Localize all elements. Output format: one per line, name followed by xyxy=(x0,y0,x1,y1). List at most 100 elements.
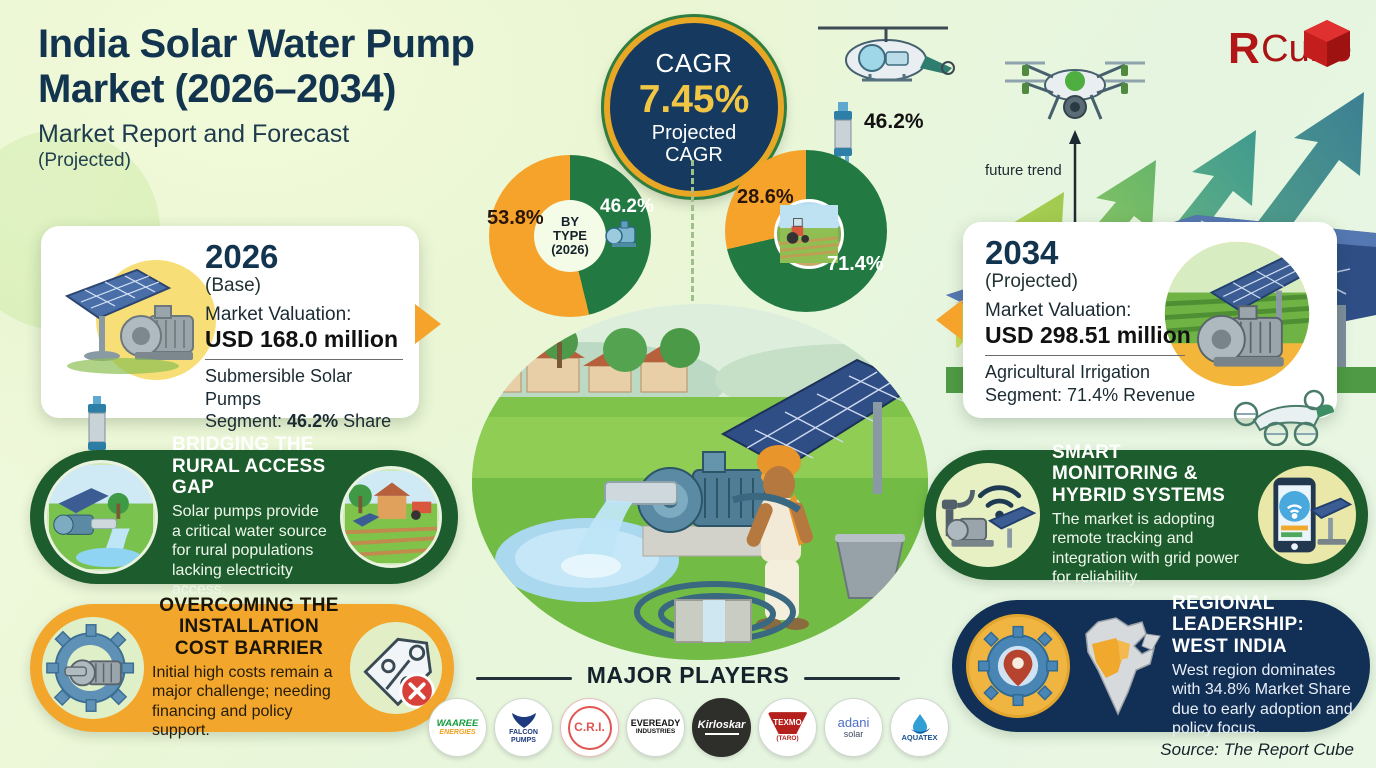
callout-cost-barrier[interactable]: OVERCOMING THE INSTALLATION COST BARRIER… xyxy=(30,595,454,739)
village-farm-icon xyxy=(340,466,442,568)
card-2026-year: 2026 xyxy=(205,238,279,275)
cagr-badge: CAGR 7.45% Projected CAGR xyxy=(604,17,784,197)
red-cube-icon xyxy=(1304,20,1350,67)
heading-rule-left xyxy=(476,677,573,681)
major-players-heading-row: MAJOR PLAYERS xyxy=(0,662,1376,689)
cagr-value: 7.45% xyxy=(638,78,750,122)
cagr-caption-1: Projected xyxy=(651,121,737,144)
logo-falcon-pumps[interactable]: FALCON PUMPS xyxy=(494,698,553,757)
callout-rural-access[interactable]: BRIDGING THE RURAL ACCESS GAP Solar pump… xyxy=(30,434,458,598)
logo-kirloskar[interactable]: Kirloskar xyxy=(692,698,751,757)
chart-divider xyxy=(691,160,694,310)
value-card-2026: 2026 (Base) Market Valuation: USD 168.0 … xyxy=(41,226,419,431)
logo-aquatex[interactable]: AQUATEX xyxy=(890,698,949,757)
drone-icon xyxy=(1005,61,1145,120)
logo-adani-solar[interactable]: adani solar xyxy=(824,698,883,757)
logo-eveready[interactable]: EVEREADY INDUSTRIES xyxy=(626,698,685,757)
page-title: India Solar Water Pump Market (2026–2034… xyxy=(38,22,475,111)
page-title-block: India Solar Water Pump Market (2026–2034… xyxy=(38,22,598,172)
india-map-icon xyxy=(1085,617,1161,716)
rural-pump-icon xyxy=(44,460,158,574)
card-2034-valuation-label: Market Valuation: xyxy=(985,299,1132,321)
card-2034-segment-line1: Agricultural Irrigation xyxy=(985,362,1151,383)
logo-texmo-line1: TEXMO xyxy=(773,717,802,727)
card-2026-valuation-label: Market Valuation: xyxy=(205,303,352,325)
submersible-pump-icon xyxy=(834,102,852,162)
pie1-center-line3: (2026) xyxy=(551,242,589,258)
logo-waaree[interactable]: WAAREE ENERGIES xyxy=(428,698,487,757)
pie2-label-other: 28.6% xyxy=(737,186,794,208)
smart-pump-wifi-icon xyxy=(936,463,1040,567)
logo-waaree-line2: ENERGIES xyxy=(439,728,476,736)
card-2026-segment-line1: Submersible Solar Pumps xyxy=(205,366,353,409)
price-tag-no-icon xyxy=(350,622,442,714)
gear-pump-icon xyxy=(42,617,144,719)
logo-falcon-line1: FALCON xyxy=(509,729,538,737)
tractor-field-icon xyxy=(774,199,844,269)
card-2034-segment-suffix: Revenue xyxy=(1118,384,1196,405)
major-players-logo-row: WAAREE ENERGIES FALCON PUMPS C.R.I. EVER… xyxy=(428,698,949,757)
solar-panel-pump-icon-2026 xyxy=(64,268,194,374)
logo-falcon-line2: PUMPS xyxy=(511,736,536,744)
pie1-label-submersible: 46.2% xyxy=(600,196,654,217)
card-2034-year: 2034 xyxy=(985,234,1059,271)
card-2026-segment-suffix: Share xyxy=(338,411,392,432)
card-2034-connector-arrow xyxy=(936,300,962,340)
callout-regional-leadership[interactable]: REGIONAL LEADERSHIP: WEST INDIA West reg… xyxy=(952,593,1370,737)
pie2-label-agri: 71.4% xyxy=(827,253,884,275)
card-2034-year-sub: (Projected) xyxy=(985,271,1078,292)
card-2034-segment-value: 71.4% xyxy=(1067,384,1119,405)
source-credit: Source: The Report Cube xyxy=(1160,740,1354,759)
card-2026-segment-value: 46.2% xyxy=(287,411,339,432)
pie-chart-by-application xyxy=(725,150,887,312)
callout-smart-monitoring-title: SMART MONITORING & HYBRID SYSTEMS xyxy=(1052,442,1226,506)
logo-adani-line2: solar xyxy=(843,728,864,739)
logo-adani-line1: adani xyxy=(837,714,870,730)
callout-regional-leadership-title: REGIONAL LEADERSHIP: WEST INDIA xyxy=(1172,593,1305,657)
mobile-monitoring-icon xyxy=(1258,466,1356,564)
major-players-heading: MAJOR PLAYERS xyxy=(586,662,790,688)
logo-texmo-line2: (TARO) xyxy=(776,735,799,743)
pie1-label-other: 53.8% xyxy=(487,207,544,229)
falcon-bird-icon xyxy=(511,713,536,729)
logo-kirloskar-text: Kirloskar xyxy=(697,718,746,731)
cagr-label: CAGR xyxy=(655,48,733,79)
value-card-2034: 2034 (Projected) Market Valuation: USD 2… xyxy=(963,222,1337,418)
kirloskar-underline xyxy=(704,733,739,736)
solar-farm-pump-icon-2034 xyxy=(1164,241,1310,387)
logo-texmo[interactable]: TEXMO (TARO) xyxy=(758,698,817,757)
helicopter-icon xyxy=(818,26,955,82)
pie1-center-line2: TYPE xyxy=(553,227,587,243)
farmer-solar-pump-illustration xyxy=(472,304,928,660)
card-2026-year-sub: (Base) xyxy=(205,275,261,296)
card-2026-segment-prefix: Segment: xyxy=(205,411,288,432)
logo-waaree-line1: WAAREE xyxy=(436,717,479,729)
card-2026-connector-arrow xyxy=(415,304,441,344)
callout-regional-leadership-body: West region dominates with 34.8% Market … xyxy=(1172,661,1353,738)
page-subtitle-secondary: (Projected) xyxy=(38,149,131,171)
callout-cost-barrier-body: Initial high costs remain a major challe… xyxy=(152,663,333,740)
callout-smart-monitoring[interactable]: SMART MONITORING & HYBRID SYSTEMS The ma… xyxy=(924,442,1368,586)
callout-smart-monitoring-body: The market is adopting remote tracking a… xyxy=(1052,510,1239,587)
submersible-share-label: 46.2% xyxy=(864,110,924,133)
callout-rural-access-body: Solar pumps provide a critical water sou… xyxy=(172,503,327,599)
submersible-pump-icon-small xyxy=(88,396,106,456)
heading-rule-right xyxy=(803,677,900,681)
callout-rural-access-title: BRIDGING THE RURAL ACCESS GAP xyxy=(172,434,326,498)
brand-logo[interactable]: Я Cube xyxy=(1228,18,1352,80)
card-2026-valuation-value: USD 168.0 million xyxy=(205,325,399,352)
logo-cri[interactable]: C.R.I. xyxy=(560,698,619,757)
pie1-center-line1: BY xyxy=(560,213,580,229)
card-2034-segment-prefix: Segment: xyxy=(985,384,1068,405)
logo-cri-text: C.R.I. xyxy=(574,720,605,735)
water-drop-icon xyxy=(910,713,930,734)
brand-mark-icon: Я xyxy=(1227,24,1260,73)
location-gear-icon xyxy=(966,614,1070,718)
delivery-drone-icon xyxy=(1233,389,1334,446)
card-2034-valuation-value: USD 298.51 million xyxy=(985,321,1191,348)
pump-icon-pie1 xyxy=(605,220,636,247)
page-subtitle: Market Report and Forecast xyxy=(38,119,350,148)
logo-eveready-line2: INDUSTRIES xyxy=(635,727,676,735)
callout-cost-barrier-title: OVERCOMING THE INSTALLATION COST BARRIER xyxy=(159,595,339,659)
